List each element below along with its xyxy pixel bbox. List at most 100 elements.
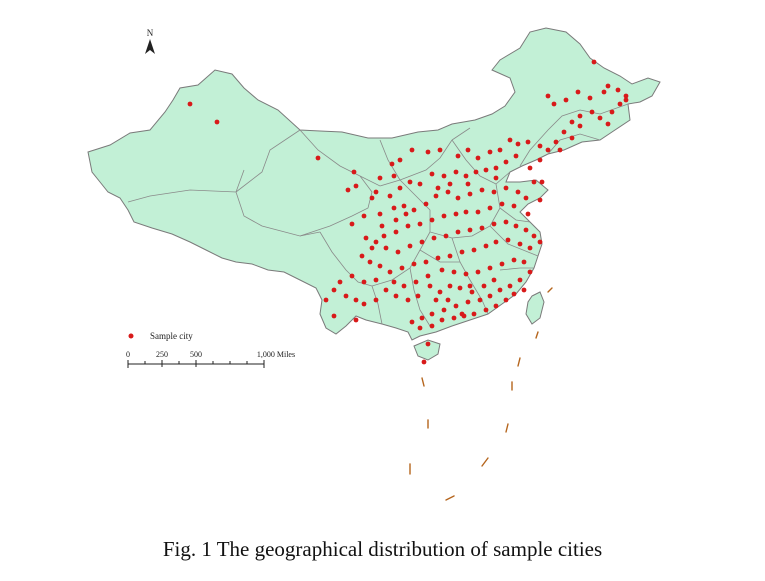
sample-city-marker bbox=[417, 221, 423, 227]
sample-city-marker bbox=[551, 101, 557, 107]
sample-city-marker bbox=[413, 279, 419, 285]
sample-city-marker bbox=[487, 149, 493, 155]
sample-city-marker bbox=[499, 201, 505, 207]
sample-city-marker bbox=[511, 291, 517, 297]
sample-city-marker bbox=[429, 311, 435, 317]
sample-city-marker bbox=[431, 235, 437, 241]
sample-city-marker bbox=[337, 279, 343, 285]
south-china-sea-dashed-line bbox=[409, 287, 553, 501]
sample-city-marker bbox=[435, 255, 441, 261]
sample-city-marker bbox=[391, 205, 397, 211]
sample-city-marker bbox=[417, 181, 423, 187]
sample-city-marker bbox=[527, 245, 533, 251]
sample-city-marker bbox=[439, 317, 445, 323]
sample-city-marker bbox=[487, 205, 493, 211]
sample-city-marker bbox=[515, 189, 521, 195]
sample-city-marker bbox=[531, 179, 537, 185]
sample-city-marker bbox=[315, 155, 321, 161]
sample-city-layer bbox=[187, 59, 629, 365]
sample-city-marker bbox=[403, 211, 409, 217]
sample-city-marker bbox=[391, 173, 397, 179]
sample-city-marker bbox=[387, 269, 393, 275]
sample-city-marker bbox=[353, 317, 359, 323]
sample-city-marker bbox=[511, 203, 517, 209]
sample-city-marker bbox=[377, 175, 383, 181]
sample-city-marker bbox=[417, 325, 423, 331]
sample-city-marker bbox=[513, 153, 519, 159]
sample-city-marker bbox=[419, 239, 425, 245]
sample-city-marker bbox=[453, 303, 459, 309]
sample-city-marker bbox=[443, 233, 449, 239]
sample-city-marker bbox=[617, 101, 623, 107]
sample-city-marker bbox=[429, 171, 435, 177]
sample-city-marker bbox=[467, 283, 473, 289]
sample-city-marker bbox=[491, 221, 497, 227]
sample-city-marker bbox=[349, 273, 355, 279]
sample-city-marker bbox=[493, 303, 499, 309]
sample-city-marker bbox=[493, 175, 499, 181]
sample-city-marker bbox=[561, 129, 567, 135]
sample-city-marker bbox=[577, 123, 583, 129]
sample-city-marker bbox=[399, 265, 405, 271]
sample-city-marker bbox=[553, 139, 559, 145]
sample-city-marker bbox=[511, 257, 517, 263]
sample-city-marker bbox=[487, 293, 493, 299]
sample-city-marker bbox=[453, 211, 459, 217]
sample-city-marker bbox=[401, 203, 407, 209]
sample-city-marker bbox=[361, 279, 367, 285]
sample-city-marker bbox=[331, 313, 337, 319]
sample-city-marker bbox=[539, 179, 545, 185]
hainan-island bbox=[413, 339, 441, 361]
sample-city-marker bbox=[545, 147, 551, 153]
sample-city-marker bbox=[483, 307, 489, 313]
figure-caption: Fig. 1 The geographical distribution of … bbox=[162, 537, 603, 561]
sample-city-marker bbox=[323, 297, 329, 303]
sample-city-marker bbox=[491, 189, 497, 195]
sample-city-marker bbox=[527, 269, 533, 275]
sample-city-marker bbox=[525, 139, 531, 145]
sample-city-marker bbox=[475, 209, 481, 215]
sample-city-marker bbox=[393, 217, 399, 223]
sample-city-marker bbox=[419, 315, 425, 321]
sample-city-marker bbox=[439, 267, 445, 273]
sample-city-marker bbox=[459, 249, 465, 255]
sample-city-marker bbox=[537, 197, 543, 203]
sample-city-marker bbox=[505, 237, 511, 243]
sample-city-marker bbox=[379, 223, 385, 229]
sample-city-marker bbox=[415, 293, 421, 299]
sample-city-marker bbox=[373, 277, 379, 283]
sample-city-marker bbox=[515, 141, 521, 147]
sample-city-marker bbox=[463, 173, 469, 179]
map-legend: Sample city bbox=[128, 331, 193, 341]
sample-city-marker bbox=[477, 297, 483, 303]
sample-city-marker bbox=[475, 155, 481, 161]
sample-city-marker bbox=[363, 235, 369, 241]
sample-city-marker bbox=[615, 87, 621, 93]
map-svg: N bbox=[87, 27, 661, 501]
sample-city-marker bbox=[463, 271, 469, 277]
sample-city-marker bbox=[447, 283, 453, 289]
sample-city-marker bbox=[421, 359, 427, 365]
sample-city-marker bbox=[447, 181, 453, 187]
sample-city-marker bbox=[467, 191, 473, 197]
sample-city-marker bbox=[187, 101, 193, 107]
sample-city-marker bbox=[569, 119, 575, 125]
sample-city-marker bbox=[397, 157, 403, 163]
sample-city-marker bbox=[383, 245, 389, 251]
sample-city-marker bbox=[437, 147, 443, 153]
scale-tick-1000: 1,000 Miles bbox=[257, 350, 295, 359]
sample-city-marker bbox=[423, 201, 429, 207]
sample-city-marker bbox=[401, 283, 407, 289]
sample-city-marker bbox=[367, 259, 373, 265]
sample-city-marker bbox=[457, 285, 463, 291]
scale-bar: 0 250 500 1,000 Miles bbox=[126, 350, 295, 368]
sample-city-marker bbox=[469, 289, 475, 295]
sample-city-marker bbox=[537, 239, 543, 245]
sample-city-marker bbox=[623, 93, 629, 99]
sample-city-marker bbox=[435, 185, 441, 191]
sample-city-marker bbox=[441, 213, 447, 219]
sample-city-marker bbox=[503, 185, 509, 191]
sample-city-marker bbox=[423, 259, 429, 265]
scale-tick-0: 0 bbox=[126, 350, 130, 359]
sample-city-marker bbox=[521, 259, 527, 265]
